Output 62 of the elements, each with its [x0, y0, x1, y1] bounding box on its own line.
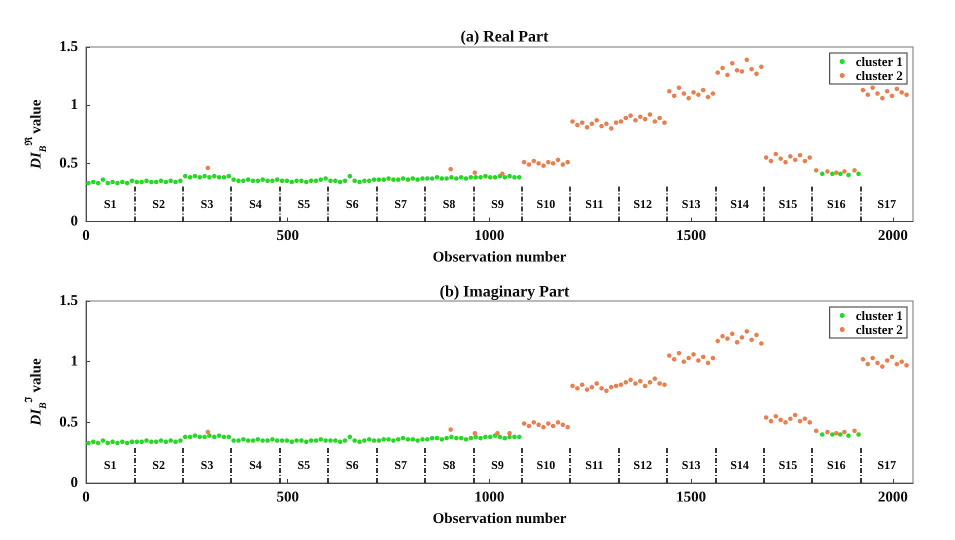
chart-title: (b) Imaginary Part: [440, 284, 570, 300]
annotation: S13: [682, 458, 700, 472]
x-tick-label: 0: [82, 490, 90, 506]
annotation: S16: [827, 458, 846, 472]
annotation: S11: [585, 197, 604, 212]
chart-title: (a) Real Part: [460, 28, 550, 46]
x-tick-label: 1000: [474, 228, 504, 244]
legend-label: cluster 1: [856, 308, 903, 323]
x-tick-label: 500: [276, 228, 299, 244]
y-tick-label: 0.5: [59, 155, 78, 172]
annotation: S8: [442, 197, 456, 212]
annotation: S12: [633, 197, 652, 212]
y-axis-title: DIBℑ value: [24, 358, 49, 427]
y-tick-label: 1.5: [59, 293, 78, 309]
x-axis-title: Observation number: [432, 511, 567, 527]
annotation: S2: [152, 197, 165, 212]
x-tick-label: 500: [276, 490, 299, 506]
y-tick-label: 1.5: [59, 39, 78, 55]
annotation: S1: [104, 197, 117, 212]
annotation: S17: [877, 197, 896, 212]
x-tick-label: 1000: [474, 490, 504, 506]
annotation: S7: [394, 458, 408, 472]
annotation: S14: [730, 197, 749, 212]
legend-label: cluster 2: [856, 322, 903, 337]
x-tick-label: 1500: [676, 228, 706, 244]
annotation: S6: [346, 197, 359, 212]
annotation: S16: [827, 197, 846, 212]
annotation: S3: [200, 197, 214, 212]
annotation: S15: [778, 458, 798, 472]
annotation: S2: [152, 458, 165, 472]
y-tick-label: 0: [70, 214, 78, 230]
y-axis-title: DIBℜ value: [24, 99, 49, 170]
x-tick-label: 2000: [878, 490, 908, 506]
annotation: S3: [200, 458, 214, 472]
annotation: S4: [249, 458, 262, 472]
legend-label: cluster 1: [856, 54, 903, 69]
annotation: S13: [682, 197, 700, 212]
annotation: S9: [491, 458, 504, 472]
y-tick-label: 1: [70, 354, 78, 370]
annotation: S17: [877, 458, 896, 472]
annotation: S9: [491, 197, 504, 212]
annotation: S11: [585, 458, 604, 472]
annotation: S7: [394, 197, 408, 212]
annotation: S8: [442, 458, 456, 472]
annotation: S5: [298, 458, 310, 472]
y-tick-label: 0.5: [59, 414, 78, 430]
annotation: S6: [346, 458, 359, 472]
x-axis-title: Observation number: [432, 250, 567, 266]
annotation: S10: [536, 197, 556, 212]
annotation: S14: [730, 458, 749, 472]
annotation: S5: [298, 197, 310, 212]
legend-label: cluster 2: [856, 68, 903, 83]
y-tick-label: 1: [70, 97, 78, 114]
annotation: S15: [778, 197, 798, 212]
annotation: S12: [633, 458, 652, 472]
annotation: S10: [536, 458, 556, 472]
annotation: S4: [249, 197, 262, 212]
x-tick-label: 2000: [878, 228, 908, 244]
x-tick-label: 1500: [676, 490, 706, 506]
x-tick-label: 0: [82, 228, 90, 244]
y-tick-label: 0: [70, 475, 78, 491]
annotation: S1: [104, 458, 117, 472]
